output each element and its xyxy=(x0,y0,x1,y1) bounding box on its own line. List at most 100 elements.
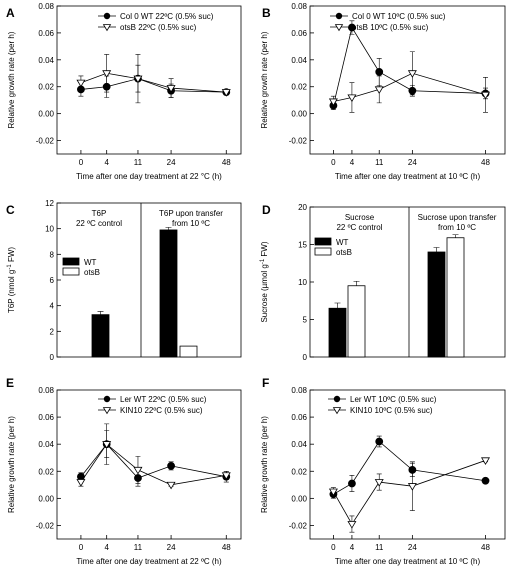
y-tick-label: 0 xyxy=(303,353,308,362)
data-point xyxy=(166,85,176,93)
y-axis-title: Relative growth rate (per h) xyxy=(260,416,269,513)
category-label: from 10 ºC xyxy=(438,223,476,232)
legend-swatch xyxy=(62,267,80,276)
y-tick-label: 0.08 xyxy=(38,2,54,11)
y-tick-label: 0.00 xyxy=(38,110,54,119)
panel-letter: D xyxy=(262,203,271,217)
series-line xyxy=(80,443,227,486)
x-axis-title: Time after one day treatment at 22 ºC (h… xyxy=(76,557,222,566)
data-point xyxy=(374,86,384,95)
series-line xyxy=(333,72,486,102)
x-tick-label: 11 xyxy=(375,543,384,552)
data-point xyxy=(167,461,175,470)
panel-letter: F xyxy=(262,376,269,390)
y-tick-label: 0.04 xyxy=(291,56,307,65)
legend-marker xyxy=(102,24,112,32)
legend-label: otsB xyxy=(84,268,100,277)
plot-frame xyxy=(56,5,242,155)
data-point xyxy=(328,98,338,107)
legend-label: otsB xyxy=(336,248,352,257)
x-tick-label: 0 xyxy=(331,158,336,167)
category-label: 22 ºC control xyxy=(336,223,382,232)
data-point xyxy=(221,89,231,97)
legend-label: otsB 10ºC (0.5% suc) xyxy=(352,23,429,32)
y-tick-label: 0.02 xyxy=(38,467,54,476)
panel-letter: B xyxy=(262,6,271,20)
y-tick-label: 20 xyxy=(298,203,307,212)
x-tick-label: 48 xyxy=(222,543,231,552)
y-tick-label: 0.02 xyxy=(38,83,54,92)
y-axis-title-end: FW) xyxy=(7,247,16,265)
y-axis-title: Relative growth rate (per h) xyxy=(260,31,269,128)
bar xyxy=(427,251,446,358)
data-point xyxy=(407,483,417,491)
y-axis-title-main: Sucrose (µmol g xyxy=(260,264,269,322)
x-tick-label: 11 xyxy=(375,158,384,167)
plot-frame xyxy=(309,5,506,155)
series-line xyxy=(80,72,227,93)
bar xyxy=(159,229,178,358)
error-bar xyxy=(433,247,440,252)
y-tick-label: 6 xyxy=(50,276,55,285)
x-tick-label: 48 xyxy=(481,158,490,167)
y-tick-label: 0.02 xyxy=(291,83,307,92)
legend-marker xyxy=(103,395,111,403)
category-label: T6P xyxy=(92,209,107,218)
legend-swatch xyxy=(314,247,332,256)
y-tick-label: 0 xyxy=(50,353,55,362)
y-tick-label: -0.02 xyxy=(289,137,308,146)
error-bar xyxy=(452,234,459,238)
legend-label: WT xyxy=(84,258,97,267)
y-tick-label: -0.02 xyxy=(289,521,308,530)
x-tick-label: 24 xyxy=(167,158,176,167)
y-tick-label: 5 xyxy=(303,316,308,325)
y-axis-title: Relative growth rate (per h) xyxy=(7,416,16,513)
y-tick-label: -0.02 xyxy=(36,521,55,530)
x-tick-label: 24 xyxy=(408,543,417,552)
data-point xyxy=(375,437,384,446)
x-tick-label: 4 xyxy=(350,158,355,167)
legend-swatch xyxy=(62,257,80,266)
data-point xyxy=(102,441,112,449)
y-tick-label: 0.06 xyxy=(38,413,54,422)
x-tick-label: 48 xyxy=(481,543,490,552)
error-bar xyxy=(353,280,360,286)
x-axis-title: Time after one day treatment at 10 ºC (h… xyxy=(335,172,481,181)
data-point xyxy=(166,481,176,490)
legend-label: KIN10 22ºC (0.5% suc) xyxy=(120,406,203,415)
plot-frame xyxy=(56,389,242,540)
data-point xyxy=(76,79,86,88)
y-tick-label: 0.00 xyxy=(38,494,54,503)
legend-marker xyxy=(335,12,343,20)
data-point xyxy=(133,466,143,475)
y-tick-label: 10 xyxy=(45,225,54,234)
data-point xyxy=(375,68,384,76)
y-axis-title-end: FW) xyxy=(260,241,269,259)
bar xyxy=(347,285,366,358)
legend-label: WT xyxy=(336,238,349,247)
legend-label: Col 0 WT 10ºC (0.5% suc) xyxy=(352,12,446,21)
panel-letter: C xyxy=(6,203,15,217)
category-label: Sucrose upon transfer xyxy=(418,213,497,222)
y-tick-label: 2 xyxy=(50,327,55,336)
y-tick-label: 4 xyxy=(50,302,55,311)
x-axis-title: Time after one day treatment at 22 °C (h… xyxy=(76,172,222,181)
data-point xyxy=(76,479,86,487)
y-tick-label: 10 xyxy=(298,278,307,287)
x-tick-label: 4 xyxy=(350,543,355,552)
y-tick-label: 8 xyxy=(50,250,55,259)
data-point xyxy=(347,94,357,103)
x-tick-label: 4 xyxy=(104,543,109,552)
y-axis-title-sup: -1 xyxy=(260,258,266,264)
category-label: from 10 ºC xyxy=(172,219,210,228)
bar xyxy=(328,307,347,358)
data-point xyxy=(480,91,491,100)
data-point xyxy=(374,479,384,487)
data-point xyxy=(133,75,143,84)
legend-label: Ler WT 22ºC (0.5% suc) xyxy=(120,395,207,404)
x-tick-label: 24 xyxy=(167,543,176,552)
x-tick-label: 24 xyxy=(408,158,417,167)
